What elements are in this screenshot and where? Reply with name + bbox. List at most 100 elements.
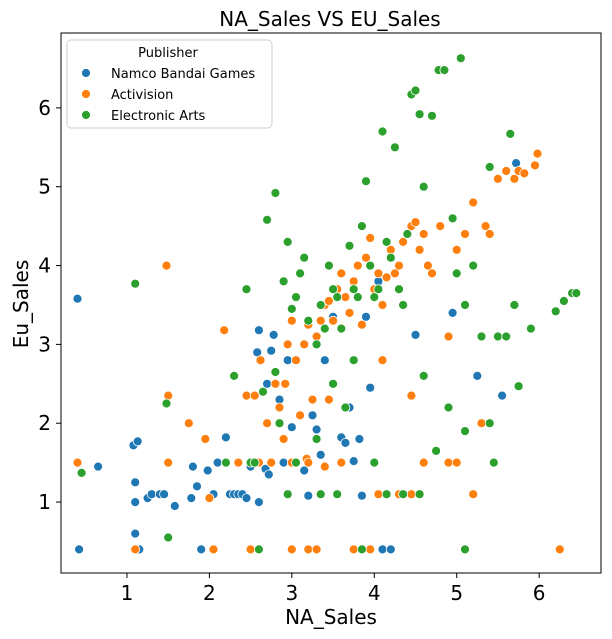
data-point-series-0-55 [348, 456, 359, 467]
plot-frame [60, 32, 602, 574]
data-point-series-1-82 [348, 544, 359, 555]
data-point-series-1-79 [303, 457, 314, 468]
data-point-series-2-2 [161, 398, 172, 409]
data-point-series-1-27 [291, 355, 301, 366]
data-point-series-1-50 [377, 300, 388, 310]
data-point-series-1-84 [373, 489, 384, 500]
data-point-series-1-8 [208, 544, 219, 555]
data-point-series-2-6 [241, 284, 252, 295]
data-point-series-1-65 [451, 244, 462, 255]
data-point-series-2-79 [488, 457, 499, 468]
legend-label-ea: Electronic Arts [111, 109, 206, 124]
data-point-series-0-37 [266, 345, 277, 356]
data-point-series-2-49 [439, 65, 450, 75]
data-point-series-1-58 [410, 217, 421, 228]
data-point-series-1-87 [418, 457, 429, 468]
data-point-series-0-59 [365, 382, 376, 393]
data-point-series-1-12 [241, 390, 252, 401]
y-tick-label-3: 3 [38, 332, 51, 356]
data-point-series-0-64 [447, 307, 458, 318]
data-point-series-0-40 [278, 457, 289, 468]
data-point-series-0-5 [130, 477, 141, 488]
data-point-series-0-36 [263, 469, 274, 480]
data-point-series-0-67 [497, 390, 508, 401]
data-point-series-0-28 [241, 493, 252, 504]
data-point-series-1-94 [406, 390, 417, 401]
data-point-series-1-41 [340, 292, 351, 303]
data-point-series-2-34 [369, 292, 380, 303]
data-point-series-2-21 [311, 339, 322, 350]
data-point-series-0-63 [410, 329, 421, 340]
data-point-series-1-28 [295, 410, 306, 421]
data-point-series-0-15 [169, 501, 180, 511]
legend-label-activision: Activision [111, 88, 173, 103]
data-point-series-2-1 [130, 278, 141, 289]
data-point-series-1-68 [476, 418, 487, 429]
y-tick-label-2: 2 [38, 411, 51, 435]
data-point-series-2-8 [253, 544, 264, 555]
x-axis-label: NA_Sales [285, 605, 377, 629]
data-point-series-2-3 [163, 532, 174, 543]
data-point-series-2-67 [291, 457, 301, 468]
data-point-series-0-48 [315, 449, 326, 460]
data-point-series-2-45 [414, 109, 425, 120]
data-point-series-1-54 [394, 260, 404, 271]
data-point-series-0-20 [202, 465, 213, 476]
data-point-series-2-64 [559, 296, 569, 306]
y-tick-label-6: 6 [38, 96, 51, 120]
data-point-series-2-9 [258, 386, 268, 397]
data-point-series-2-30 [352, 292, 363, 303]
data-point-series-1-76 [530, 160, 540, 171]
data-point-series-2-61 [513, 381, 524, 392]
data-point-series-2-80 [460, 544, 470, 555]
data-point-series-2-86 [348, 355, 359, 366]
x-tick-label-3: 3 [285, 581, 298, 605]
data-point-series-0-44 [299, 465, 310, 476]
data-point-series-1-37 [323, 296, 334, 306]
data-point-series-2-57 [492, 331, 503, 342]
data-point-series-0-33 [253, 325, 264, 336]
data-point-series-1-7 [204, 493, 215, 504]
data-point-series-1-91 [311, 544, 322, 555]
data-point-series-2-39 [389, 142, 400, 153]
data-point-series-1-71 [492, 173, 503, 184]
data-point-series-1-64 [443, 331, 454, 342]
y-tick-label-1: 1 [38, 490, 51, 514]
data-point-series-1-22 [280, 378, 291, 389]
data-point-series-1-6 [200, 434, 211, 444]
data-point-series-2-44 [410, 85, 421, 96]
data-point-series-1-29 [299, 339, 310, 350]
data-point-series-1-61 [422, 260, 433, 271]
data-point-series-2-18 [295, 268, 306, 279]
legend-marker-activision [81, 89, 91, 99]
data-point-series-1-0 [72, 457, 83, 468]
data-point-series-1-89 [451, 457, 462, 468]
data-point-series-0-42 [286, 422, 297, 433]
data-point-series-2-68 [315, 489, 326, 500]
data-point-series-1-63 [435, 221, 446, 232]
data-point-series-1-16 [255, 355, 266, 366]
x-tick-label-1: 1 [121, 581, 134, 605]
data-point-series-2-83 [340, 402, 351, 413]
data-point-series-2-52 [455, 53, 466, 64]
data-point-series-1-93 [377, 355, 388, 366]
data-point-series-2-35 [373, 284, 384, 295]
data-point-series-2-27 [336, 323, 347, 334]
data-point-series-0-57 [356, 490, 367, 501]
legend-box [66, 39, 273, 129]
data-point-series-1-13 [245, 544, 256, 555]
data-point-series-2-74 [414, 489, 425, 500]
data-point-series-2-70 [356, 544, 367, 555]
data-point-series-1-9 [219, 325, 230, 336]
data-point-series-2-16 [286, 303, 297, 314]
data-point-series-1-38 [328, 315, 339, 326]
data-point-series-2-33 [365, 260, 376, 271]
data-point-series-2-15 [282, 236, 293, 247]
data-point-series-1-21 [278, 434, 289, 444]
data-point-series-2-75 [431, 445, 442, 456]
data-point-series-1-70 [484, 229, 495, 239]
data-point-series-0-41 [282, 355, 293, 366]
data-point-series-1-3 [163, 390, 174, 401]
data-point-series-1-32 [303, 544, 314, 555]
